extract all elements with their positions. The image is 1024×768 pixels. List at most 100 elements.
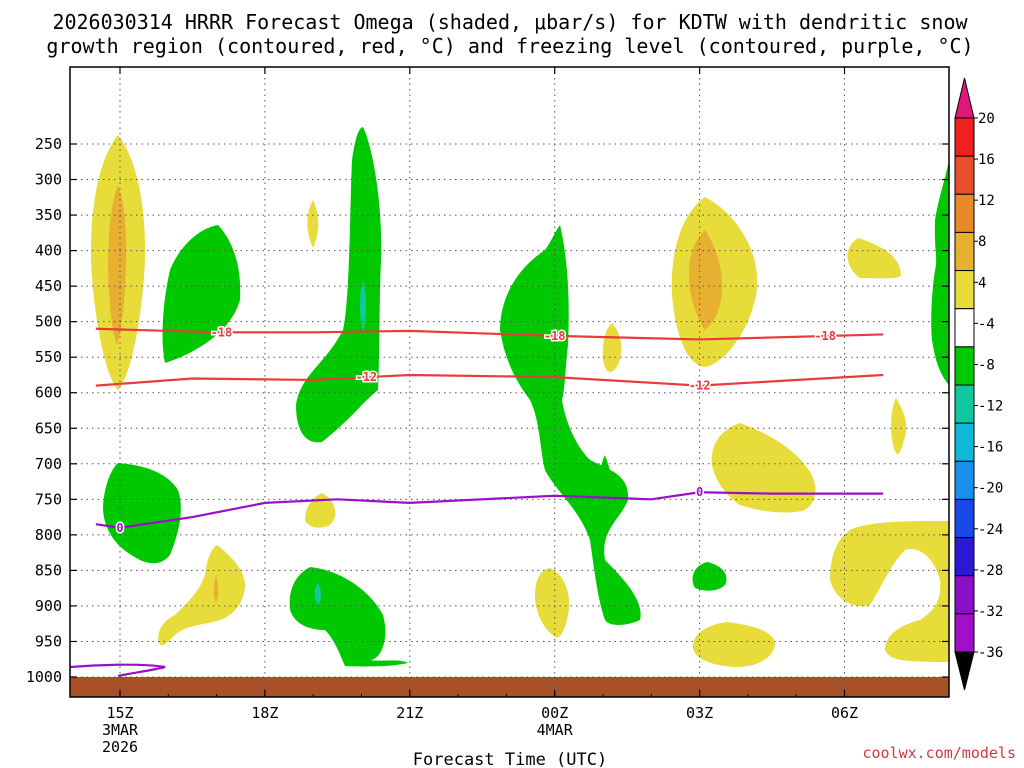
omega-region [535, 568, 570, 638]
contour-label: -12 [355, 370, 377, 384]
colorbar-top-arrow [954, 77, 975, 119]
colorbar-label: 20 [978, 111, 995, 127]
x-axis-label: Forecast Time (UTC) [413, 750, 607, 768]
omega-region [830, 520, 949, 662]
x-tick-label: 00Z [541, 704, 568, 722]
colorbar-label: -24 [978, 522, 1003, 538]
chart-title-line2: growth region (contoured, red, °C) and f… [46, 34, 973, 58]
y-tick-label: 850 [35, 561, 62, 579]
colorbar-swatch [954, 346, 975, 386]
contour-label: 0 [116, 521, 123, 535]
colorbar-swatch [954, 231, 975, 272]
contour-line [95, 327, 884, 341]
x-tick-date: 4MAR [537, 721, 574, 739]
contour-label: -18 [544, 329, 566, 343]
omega-region [305, 493, 336, 528]
omega-region [692, 562, 727, 591]
y-tick-label: 650 [35, 419, 62, 437]
colorbar-label: -4 [978, 316, 995, 332]
y-tick-label: 900 [35, 597, 62, 615]
colorbar-bottom-arrow [954, 651, 975, 691]
omega-region [108, 185, 127, 345]
omega-region [158, 545, 245, 646]
x-tick-label: 21Z [396, 704, 423, 722]
omega-region [500, 225, 641, 625]
omega-region [296, 127, 382, 443]
omega-region [360, 280, 366, 332]
x-tick-label: 18Z [251, 704, 278, 722]
colorbar-swatch [954, 575, 975, 615]
credit-link[interactable]: coolwx.com/models [862, 744, 1016, 762]
x-tick-label: 03Z [686, 704, 713, 722]
omega-region [692, 622, 775, 667]
y-tick-label: 300 [35, 171, 62, 189]
colorbar-label: 12 [978, 193, 995, 209]
colorbar-swatch [954, 155, 975, 195]
omega-region [162, 225, 241, 363]
y-tick-label: 350 [35, 206, 62, 224]
colorbar-label: -16 [978, 440, 1003, 456]
y-tick-label: 550 [35, 348, 62, 366]
x-tick-year: 2026 [102, 738, 138, 756]
colorbar-swatch [954, 193, 975, 233]
colorbar-swatch [954, 384, 975, 424]
contour-line [95, 491, 884, 529]
colorbar-swatch [954, 270, 975, 310]
omega-region [307, 200, 319, 248]
omega-region [289, 567, 408, 667]
x-tick-label: 06Z [831, 704, 858, 722]
x-tick-date: 3MAR [102, 721, 139, 739]
y-tick-label: 950 [35, 632, 62, 650]
contour-line [95, 373, 884, 387]
chart-title-line1: 2026030314 HRRR Forecast Omega (shaded, … [52, 10, 968, 34]
omega-region [602, 323, 622, 372]
contour-layer: -18 -18 -18 -12 -12 0 0 [70, 324, 884, 678]
y-tick-label: 600 [35, 384, 62, 402]
x-tick-label: 15Z [106, 704, 133, 722]
omega-region [931, 160, 949, 385]
colorbar-label: -8 [978, 357, 995, 373]
omega-region [600, 455, 612, 490]
contour-label: -12 [689, 379, 711, 393]
colorbar-label: -32 [978, 604, 1003, 620]
colorbar-swatch [954, 422, 975, 462]
y-tick-label: 450 [35, 277, 62, 295]
contour-label: -18 [211, 325, 233, 339]
y-tick-label: 800 [35, 526, 62, 544]
colorbar-label: -20 [978, 481, 1003, 497]
colorbar-swatch [954, 308, 975, 348]
y-tick-label: 500 [35, 313, 62, 331]
omega-region [847, 238, 901, 279]
colorbar: 20 16 12 8 4 -4 -8 -12 -16 -20 -24 -28 -32 -36 [954, 77, 1003, 691]
y-tick-label: 1000 [26, 668, 62, 686]
colorbar-label: -36 [978, 645, 1003, 661]
y-tick-label: 250 [35, 135, 62, 153]
y-tick-label: 750 [35, 490, 62, 508]
omega-region [314, 583, 321, 605]
omega-region [688, 230, 723, 330]
omega-region [891, 398, 907, 455]
colorbar-label: 16 [978, 152, 995, 168]
axis-layer: 250 300 350 400 450 500 550 600 650 700 750 800 850 9… [26, 67, 949, 756]
contour-label: -18 [814, 329, 836, 343]
y-tick-label: 400 [35, 242, 62, 260]
contour-line-surface [70, 663, 166, 678]
colorbar-swatch [954, 460, 975, 500]
colorbar-swatch [954, 537, 975, 577]
y-tick-label: 700 [35, 455, 62, 473]
colorbar-label: -28 [978, 563, 1003, 579]
omega-region [213, 575, 219, 603]
colorbar-label: -12 [978, 399, 1003, 415]
plot-frame [69, 66, 950, 698]
colorbar-swatch [954, 498, 975, 539]
grid-layer [70, 67, 949, 697]
surface-layer [70, 677, 949, 697]
omega-shading-layer [90, 127, 949, 667]
contour-label: 0 [696, 485, 703, 499]
colorbar-label: 4 [978, 275, 986, 291]
colorbar-label: 8 [978, 234, 986, 250]
surface-ground [70, 677, 949, 697]
colorbar-swatch [954, 117, 975, 157]
colorbar-swatch [954, 613, 975, 653]
